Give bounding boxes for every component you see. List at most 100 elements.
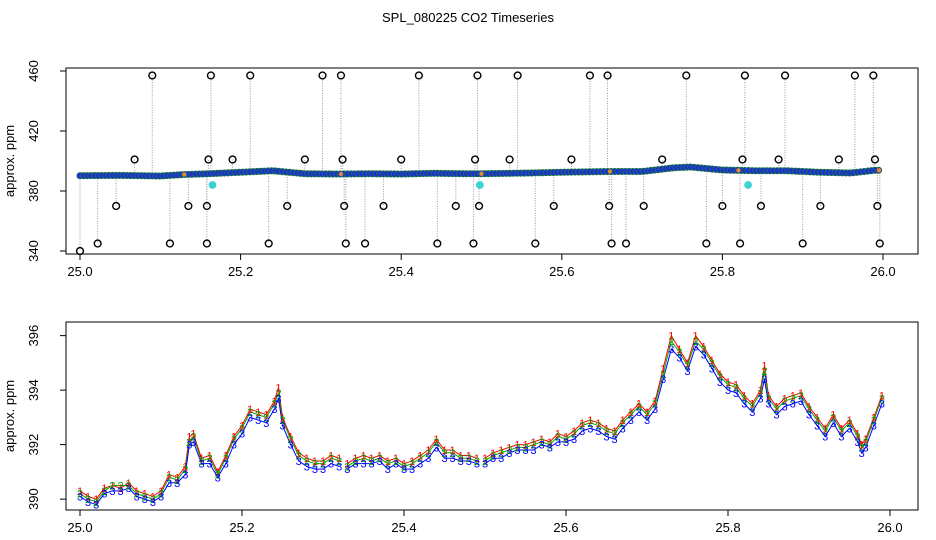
series-3-point: 3 bbox=[360, 459, 366, 471]
series-1-point: 1 bbox=[409, 456, 415, 468]
series-3-point: 3 bbox=[369, 459, 375, 471]
series-3-point: 3 bbox=[838, 431, 844, 443]
series-1-point: 1 bbox=[190, 429, 196, 441]
outlier-point bbox=[585, 71, 595, 80]
series-3-point: 3 bbox=[733, 388, 739, 400]
bottom-axes: 25.0 25.2 25.4 25.6 25.8 26.0 390 392 394 396 bbox=[26, 325, 903, 535]
spike-point bbox=[475, 181, 484, 189]
series-2-point: 2 bbox=[814, 415, 820, 427]
series-1-point: 1 bbox=[85, 491, 91, 503]
series-2-point: 2 bbox=[587, 418, 593, 430]
series-3-point: 3 bbox=[859, 448, 865, 460]
outlier-point bbox=[283, 201, 292, 211]
series-1-point: 1 bbox=[401, 459, 407, 471]
outlier-point bbox=[740, 71, 749, 80]
series-3-line bbox=[347, 446, 478, 470]
series-3-point: 3 bbox=[207, 459, 213, 471]
series-1-point: 1 bbox=[757, 385, 763, 397]
series-3-point: 3 bbox=[855, 437, 861, 449]
series-3-line bbox=[79, 398, 340, 506]
orange-mark bbox=[736, 168, 741, 173]
bottom-y-tick-label: 396 bbox=[26, 325, 41, 347]
series-2-point: 2 bbox=[644, 410, 650, 422]
series-3-point: 3 bbox=[668, 344, 674, 356]
outlier-point bbox=[379, 201, 388, 211]
series-3-point: 3 bbox=[482, 459, 488, 471]
series-2-point: 2 bbox=[859, 442, 865, 454]
outlier-point bbox=[474, 201, 484, 211]
series-3-point: 3 bbox=[660, 374, 666, 386]
top-y-tick-label: 340 bbox=[26, 240, 41, 262]
top-y-tick-label: 380 bbox=[26, 180, 41, 202]
series-3-point: 3 bbox=[385, 464, 391, 476]
bottom-y-tick-label: 390 bbox=[26, 488, 41, 510]
series-2-line bbox=[79, 392, 340, 503]
orange-mark bbox=[876, 168, 882, 173]
outlier-point bbox=[738, 155, 747, 164]
series-1-point: 1 bbox=[798, 388, 804, 400]
series-1-point: 1 bbox=[231, 431, 237, 443]
series-1-point: 1 bbox=[636, 399, 642, 411]
series-3-point: 3 bbox=[158, 491, 164, 503]
series-1-point: 1 bbox=[336, 453, 342, 465]
series-2-point: 2 bbox=[239, 423, 245, 435]
series-2-point: 2 bbox=[514, 442, 520, 454]
series-1-point: 1 bbox=[701, 342, 707, 354]
outlier-point bbox=[875, 239, 884, 248]
outlier-point bbox=[505, 155, 514, 164]
series-1-point: 1 bbox=[101, 483, 107, 495]
series-3-point: 3 bbox=[174, 478, 180, 490]
orange-mark bbox=[338, 171, 344, 177]
series-3-point: 3 bbox=[490, 453, 496, 465]
outlier-point bbox=[165, 239, 175, 248]
series-2-point: 2 bbox=[595, 421, 601, 433]
series-2-point: 2 bbox=[490, 451, 496, 463]
series-1-point: 1 bbox=[377, 451, 383, 463]
orange-mark bbox=[479, 171, 484, 176]
series-3-point: 3 bbox=[336, 461, 342, 473]
outlier-point bbox=[202, 239, 211, 248]
outlier-point bbox=[469, 239, 478, 248]
series-3-point: 3 bbox=[595, 426, 601, 438]
outlier-point bbox=[451, 201, 460, 211]
series-3-point: 3 bbox=[433, 442, 439, 454]
outlier-point bbox=[360, 239, 370, 248]
series-2-point: 2 bbox=[158, 489, 164, 501]
series-3-point: 3 bbox=[409, 464, 415, 476]
series-3-point: 3 bbox=[474, 459, 480, 471]
series-1-point: 1 bbox=[774, 401, 780, 413]
series-2-point: 2 bbox=[433, 437, 439, 449]
series-1-point: 1 bbox=[296, 448, 302, 460]
series-3-point: 3 bbox=[142, 494, 148, 506]
series-2-point: 2 bbox=[198, 456, 204, 468]
series-1-point: 1 bbox=[782, 393, 788, 405]
series-3-point: 3 bbox=[547, 442, 553, 454]
series-3-point: 3 bbox=[247, 412, 253, 424]
bottom-x-tick-label: 25.4 bbox=[391, 520, 416, 535]
series-1-point: 1 bbox=[433, 434, 439, 446]
series-2-point: 2 bbox=[733, 382, 739, 394]
outlier-point bbox=[702, 239, 711, 248]
outlier-point bbox=[834, 155, 843, 164]
figure-title: SPL_080225 CO2 Timeseries bbox=[382, 10, 554, 25]
series-1-point: 1 bbox=[458, 451, 464, 463]
bottom-plot-frame bbox=[65, 321, 919, 511]
series-2-point: 2 bbox=[482, 456, 488, 468]
series-3-point: 3 bbox=[393, 459, 399, 471]
series-3-point: 3 bbox=[215, 472, 221, 484]
series-2-point: 2 bbox=[263, 412, 269, 424]
bottom-y-tick-label: 392 bbox=[26, 434, 41, 456]
series-1-point: 1 bbox=[871, 412, 877, 424]
series-2-point: 2 bbox=[296, 451, 302, 463]
series-3-point: 3 bbox=[676, 352, 682, 364]
series-1-point: 1 bbox=[182, 461, 188, 473]
outlier-point bbox=[184, 201, 193, 211]
series-1-point: 1 bbox=[684, 358, 690, 370]
series-2-point: 2 bbox=[628, 410, 634, 422]
series-2-point: 2 bbox=[304, 456, 310, 468]
series-3-point: 3 bbox=[863, 442, 869, 454]
series-1-point: 1 bbox=[620, 415, 626, 427]
series-3-point: 3 bbox=[275, 393, 281, 405]
series-2-point: 2 bbox=[709, 358, 715, 370]
series-3-point: 3 bbox=[466, 456, 472, 468]
